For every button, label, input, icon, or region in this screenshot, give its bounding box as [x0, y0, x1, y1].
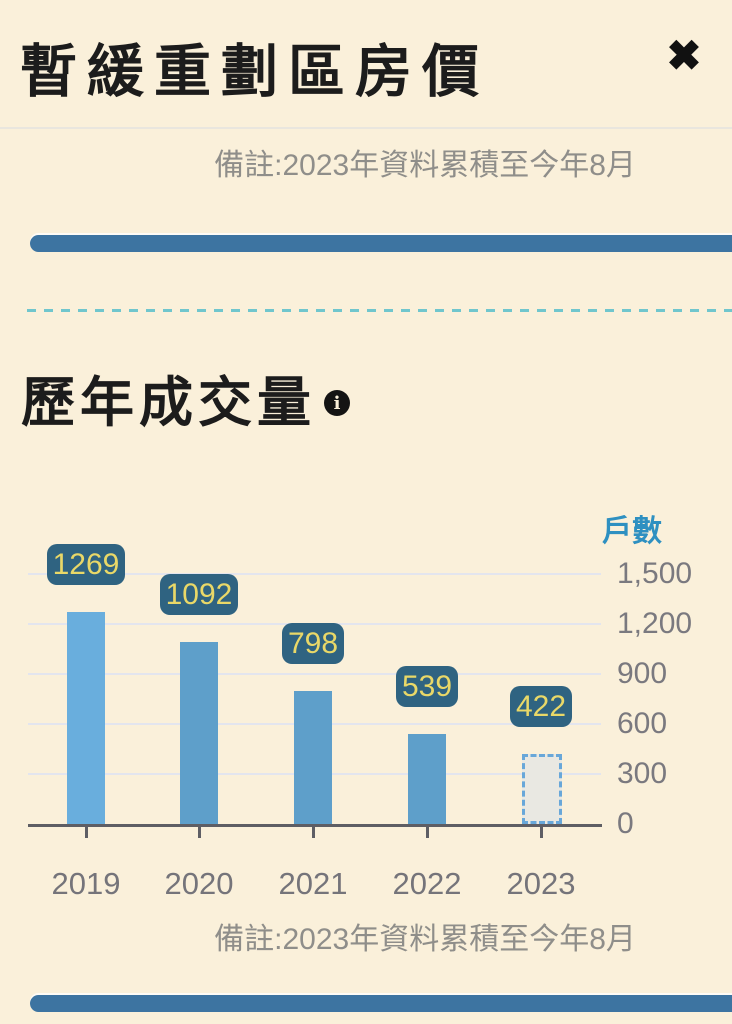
dashed-divider: [27, 309, 732, 312]
value-badge: 1092: [160, 574, 238, 615]
gridline: [28, 673, 601, 675]
x-tick: [540, 827, 543, 838]
data-note-top: 備註:2023年資料累積至今年8月: [214, 149, 636, 182]
y-tick-label: 0: [617, 807, 634, 840]
y-tick-label: 300: [617, 757, 668, 790]
x-tick: [85, 827, 88, 838]
value-badge: 1269: [47, 544, 125, 585]
x-axis-label: 2019: [51, 866, 121, 901]
y-tick-label: 1,200: [617, 607, 693, 640]
value-badge: 422: [510, 686, 572, 727]
x-axis-label: 2020: [164, 866, 234, 901]
x-tick: [198, 827, 201, 838]
x-axis-label: 2022: [392, 866, 462, 901]
x-axis-label: 2023: [506, 866, 576, 901]
header-divider: [0, 127, 732, 129]
value-badge: 798: [282, 623, 344, 664]
gridline: [28, 573, 601, 575]
y-tick-label: 1,500: [617, 557, 693, 590]
y-tick-label: 600: [617, 707, 668, 740]
bar-2022: [408, 734, 446, 824]
y-tick-label: 900: [617, 657, 668, 690]
bar-2023-pending: [522, 754, 562, 824]
bar-2020: [180, 642, 218, 824]
data-note-bottom: 備註:2023年資料累積至今年8月: [214, 923, 636, 956]
y-axis-unit-label: 戶數: [602, 515, 662, 548]
section-title: 歷年成交量: [21, 373, 316, 433]
blue-divider-bar-bottom: [30, 995, 732, 1012]
bar-2019: [67, 612, 105, 824]
value-badge: 539: [396, 666, 458, 707]
x-axis-label: 2021: [278, 866, 348, 901]
info-icon[interactable]: i: [324, 390, 350, 416]
blue-divider-bar-top: [30, 235, 732, 252]
page-title: 暫緩重劃區房價: [20, 40, 489, 104]
x-tick: [312, 827, 315, 838]
x-axis-line: [28, 824, 602, 827]
close-icon[interactable]: ✖: [658, 30, 710, 82]
x-tick: [426, 827, 429, 838]
bar-2021: [294, 691, 332, 824]
